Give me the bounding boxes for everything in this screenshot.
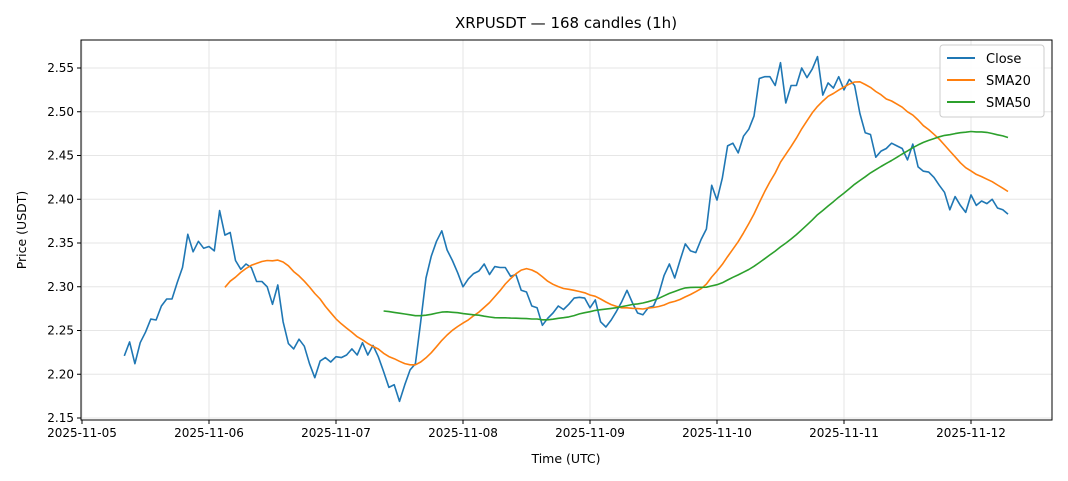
y-tick-label: 2.25 (47, 324, 74, 338)
legend: Close SMA20 SMA50 (939, 44, 1045, 118)
legend-box (939, 44, 1045, 118)
plot-frame (80, 39, 1053, 421)
grid (81, 40, 1052, 420)
y-tick-label: 2.15 (47, 411, 74, 425)
chart-title: XRPUSDT — 168 candles (1h) (455, 14, 677, 32)
series-lines (123, 55, 1009, 403)
legend-label: Close (986, 52, 1021, 67)
x-tick-label: 2025-11-05 (47, 426, 117, 440)
x-tick-label: 2025-11-09 (555, 426, 625, 440)
x-tick-label: 2025-11-07 (301, 426, 371, 440)
y-tick-label: 2.50 (47, 105, 74, 119)
legend-label: SMA50 (986, 96, 1031, 111)
series-line-sma50 (383, 130, 1009, 321)
y-tick-label: 2.45 (47, 149, 74, 163)
y-tick-label: 2.40 (47, 192, 74, 206)
x-tick-label: 2025-11-12 (936, 426, 1006, 440)
y-tick-label: 2.30 (47, 280, 74, 294)
y-tick-label: 2.55 (47, 61, 74, 75)
x-tick-label: 2025-11-08 (428, 426, 498, 440)
x-tick-label: 2025-11-10 (682, 426, 752, 440)
series-line-sma20 (224, 81, 1009, 366)
legend-label: SMA20 (986, 74, 1031, 89)
x-axis-label: Time (UTC) (530, 451, 600, 466)
y-tick-label: 2.35 (47, 236, 74, 250)
axis-ticks: 2025-11-05 2025-11-06 2025-11-07 2025-11-08… (47, 61, 1006, 440)
x-tick-label: 2025-11-11 (809, 426, 879, 440)
y-axis-label: Price (USDT) (14, 191, 29, 270)
y-tick-label: 2.20 (47, 367, 74, 381)
series-line-close (123, 55, 1009, 403)
x-tick-label: 2025-11-06 (174, 426, 244, 440)
